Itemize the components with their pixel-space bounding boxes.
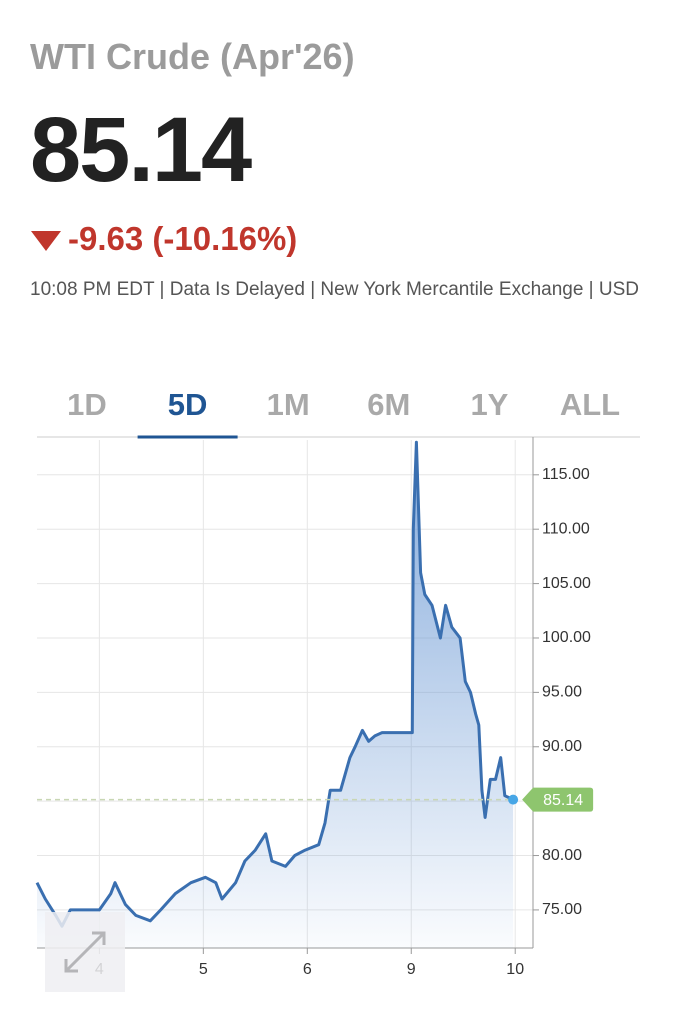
y-tick-label: 105.00 <box>542 575 591 592</box>
expand-button[interactable] <box>45 912 125 992</box>
y-tick-label: 95.00 <box>542 684 582 701</box>
x-tick-label: 10 <box>506 961 524 978</box>
y-tick-label: 115.00 <box>542 466 590 483</box>
price-line <box>35 440 514 928</box>
range-tab[interactable]: 5D <box>168 387 208 422</box>
y-tick-label: 100.00 <box>542 629 591 646</box>
expand-icon <box>64 931 106 973</box>
y-tick-label: 80.00 <box>542 847 582 864</box>
x-tick-label: 6 <box>303 961 312 978</box>
price-tag-label: 85.14 <box>543 792 583 809</box>
range-tab[interactable]: 1Y <box>470 387 508 422</box>
price: 85.14 <box>30 99 252 201</box>
area <box>37 442 514 948</box>
price-change: -9.63 (-10.16%) <box>68 220 298 257</box>
y-tick-label: 90.00 <box>542 738 582 755</box>
quote-meta: 10:08 PM EDT | Data Is Delayed | New Yor… <box>30 279 640 300</box>
y-tick-label: 110.00 <box>542 520 590 537</box>
y-tick-label: 75.00 <box>542 901 582 918</box>
price-tag <box>522 787 594 812</box>
x-tick-label: 9 <box>407 961 416 978</box>
range-tab[interactable]: 1M <box>267 387 310 422</box>
range-tab[interactable]: ALL <box>560 387 620 422</box>
last-point <box>508 794 519 805</box>
down-arrow <box>31 231 61 251</box>
range-tab[interactable]: 6M <box>367 387 410 422</box>
instrument-title: WTI Crude (Apr'26) <box>30 36 355 77</box>
x-tick-label: 5 <box>199 961 208 978</box>
range-tab[interactable]: 1D <box>67 387 107 422</box>
